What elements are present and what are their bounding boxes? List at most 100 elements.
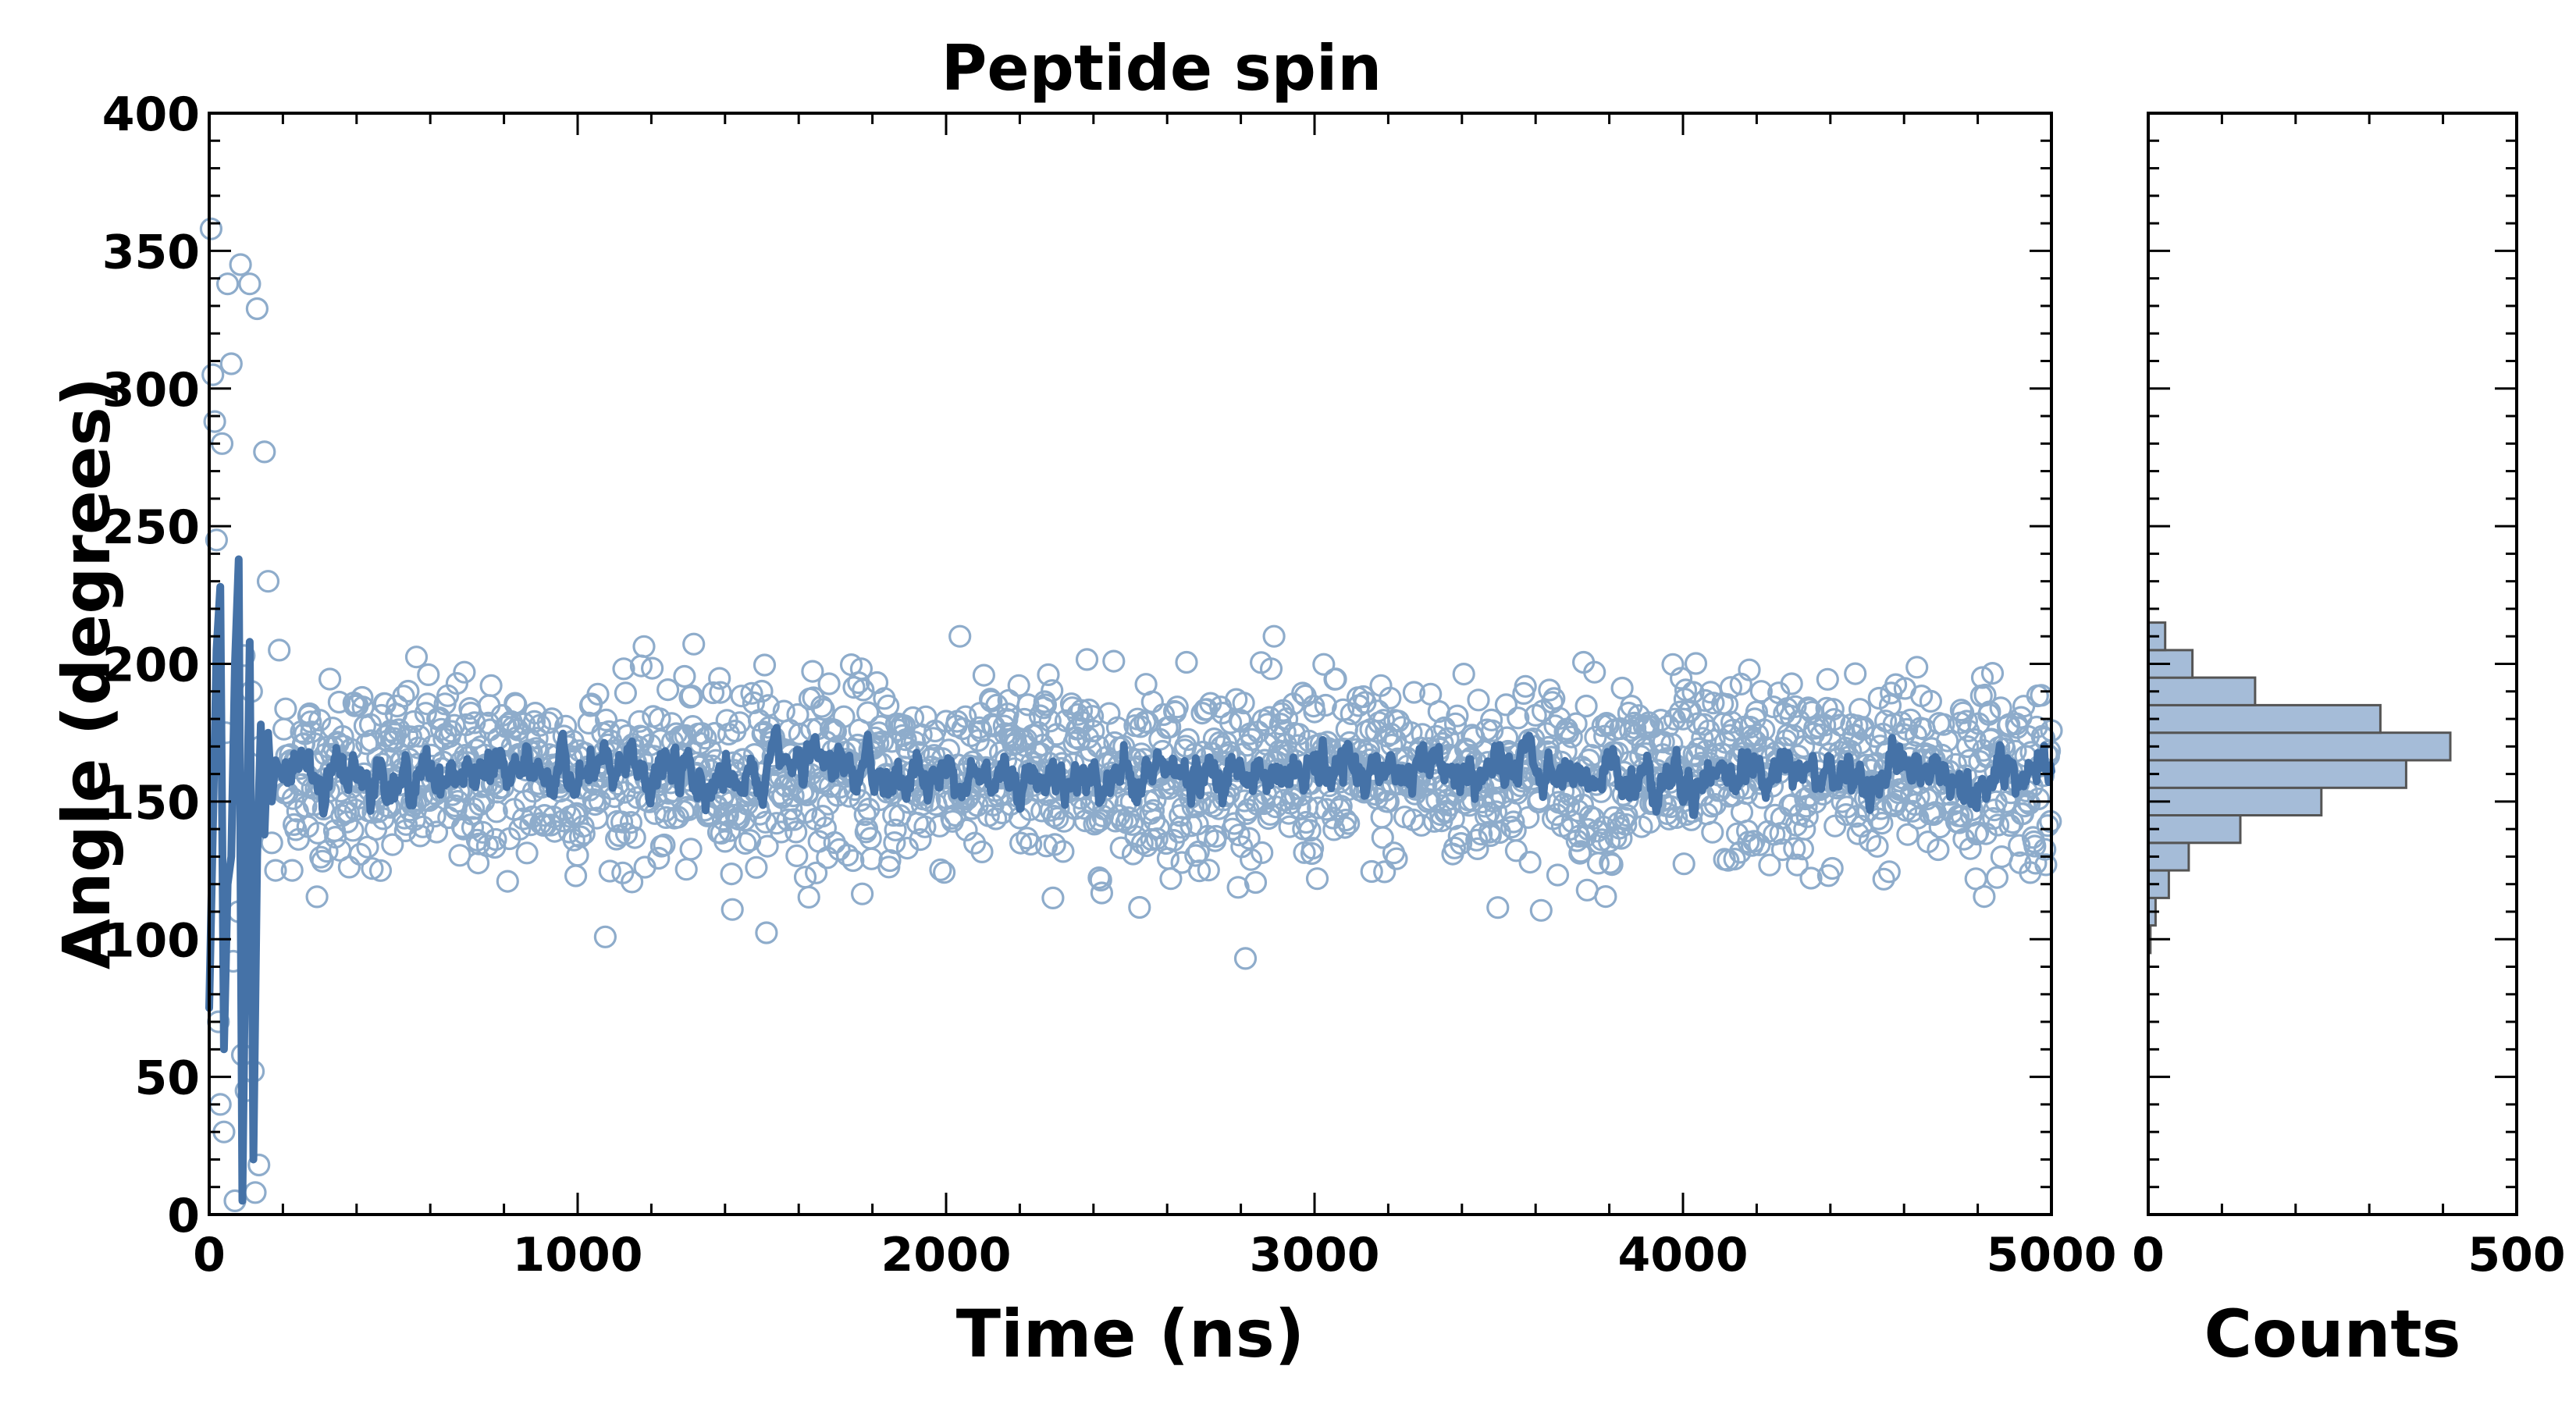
scatter-point — [1026, 720, 1050, 744]
scatter-point — [810, 695, 834, 718]
scatter-point — [1746, 723, 1770, 747]
scatter-point — [1600, 852, 1624, 877]
scatter-point — [1956, 735, 1980, 759]
scatter-point — [1202, 727, 1226, 751]
scatter-point — [1970, 666, 1994, 689]
scatter-point — [1872, 867, 1895, 891]
scatter-point — [1184, 844, 1208, 867]
scatter-point — [1703, 728, 1726, 752]
scatter-point — [1457, 794, 1481, 817]
scatter-point — [1466, 837, 1489, 861]
scatter-point — [1446, 704, 1469, 727]
scatter-point — [639, 733, 662, 756]
histogram-bar — [2147, 731, 2452, 762]
histogram-bar — [2147, 786, 2323, 817]
scatter-point — [305, 885, 329, 909]
scatter-point — [598, 859, 621, 883]
scatter-point — [1978, 700, 2001, 724]
scatter-point — [1599, 851, 1622, 874]
scatter-point — [1987, 813, 2010, 837]
histogram-bar — [2147, 814, 2242, 845]
scatter-point — [682, 632, 706, 656]
scatter-point — [1300, 837, 1325, 860]
scatter-point — [525, 727, 549, 750]
x-tick-label: 5000 — [1987, 1228, 2117, 1282]
scatter-point — [1529, 898, 1553, 922]
scatter-point — [991, 801, 1014, 825]
scatter-point — [1583, 660, 1606, 684]
scatter-point — [445, 671, 469, 695]
scatter-point — [417, 663, 440, 687]
y-tick-label: 150 — [102, 776, 200, 831]
scatter-point — [755, 921, 778, 944]
scatter-point — [1983, 799, 2006, 822]
scatter-point — [1232, 692, 1255, 715]
scatter-point — [877, 694, 900, 717]
scatter-point — [1785, 853, 1809, 877]
scatter-point — [1051, 840, 1075, 863]
scatter-point — [1665, 806, 1688, 830]
scatter-point — [300, 720, 323, 744]
histogram-bars — [2147, 621, 2452, 955]
scatter-point — [522, 710, 546, 734]
running-average-path — [205, 555, 2055, 1205]
histogram-bar — [2147, 703, 2382, 735]
scatter-point — [674, 858, 698, 881]
scatter-point — [1816, 667, 1839, 691]
scatter-point — [1009, 831, 1033, 855]
scatter-point — [1275, 707, 1299, 731]
scatter-point — [264, 859, 287, 882]
scatter-point — [1140, 690, 1164, 713]
scatter-point — [1866, 807, 1890, 831]
scatter-point — [1723, 847, 1746, 871]
scatter-point — [972, 663, 996, 687]
scatter-point — [720, 898, 744, 921]
scatter-point — [680, 685, 703, 708]
scatter-point — [850, 882, 874, 905]
scatter-point — [1197, 859, 1220, 882]
scatter-point — [679, 838, 703, 861]
scatter-point — [1495, 726, 1519, 749]
scatter-point — [640, 656, 664, 680]
scatter-point — [306, 821, 329, 845]
histogram-bar — [2147, 676, 2257, 706]
histogram-frame — [2147, 112, 2518, 1216]
scatter-point — [1041, 679, 1064, 702]
scatter-point — [1041, 886, 1065, 910]
scatter-point — [1089, 868, 1112, 892]
histogram-bar — [2147, 759, 2407, 789]
scatter-point — [1334, 808, 1357, 832]
scatter-point — [1158, 715, 1182, 739]
y-tick-label: 50 — [135, 1051, 201, 1106]
scatter-point — [1831, 790, 1854, 813]
scatter-point — [740, 681, 763, 705]
scatter-point — [1314, 693, 1337, 717]
scatter-point — [1949, 699, 1973, 722]
scatter-point — [1730, 800, 1754, 824]
scatter-point — [229, 253, 252, 276]
scatter-point — [1080, 705, 1105, 728]
scatter-point — [1758, 853, 1781, 877]
scatter-point — [1019, 832, 1043, 856]
scatter-point — [1896, 823, 1920, 846]
scatter-point — [1966, 820, 1990, 845]
scatter-point — [1043, 833, 1066, 856]
x-tick-label: 2000 — [881, 1228, 1012, 1282]
scatter-point — [201, 363, 225, 386]
scatter-point — [1752, 718, 1776, 742]
scatter-point — [2036, 814, 2059, 838]
scatter-point — [1259, 657, 1283, 681]
scatter-point — [350, 685, 374, 710]
scatter-point — [1187, 859, 1212, 883]
scatter-point — [508, 817, 532, 841]
scatter-point — [504, 693, 528, 717]
scatter-point — [404, 646, 429, 669]
scatter-point — [817, 672, 841, 695]
scatter-point — [1738, 658, 1761, 681]
scatter-point — [1486, 896, 1510, 919]
scatter-point — [484, 827, 507, 852]
scatter-point — [1298, 819, 1322, 842]
x-tick-label: 1000 — [513, 1228, 643, 1282]
y-axis-label: Angle (degrees) — [48, 377, 125, 969]
scatter-point — [823, 831, 846, 855]
